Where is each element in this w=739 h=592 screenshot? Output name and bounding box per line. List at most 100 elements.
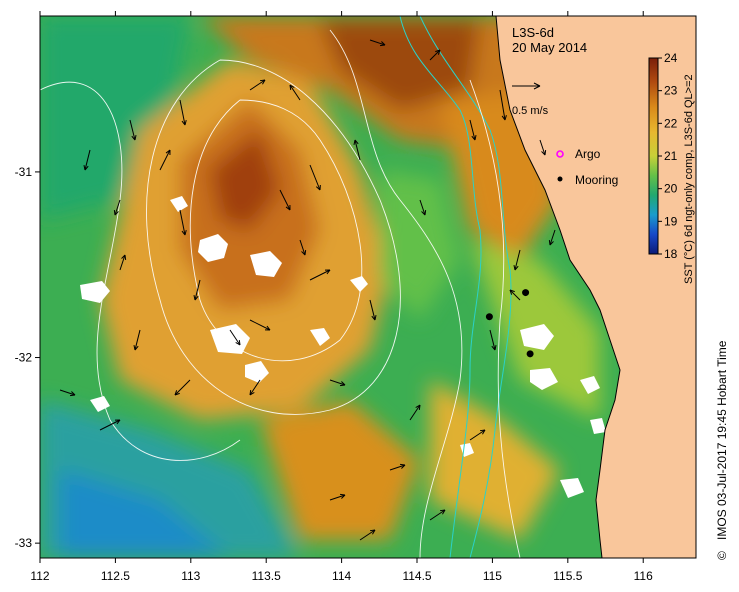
colorbar-tick-label: 19 — [664, 214, 678, 228]
velocity-arrow — [469, 429, 486, 441]
velocity-arrow-head — [435, 49, 441, 55]
velocity-arrow — [409, 404, 421, 421]
velocity-arrow — [499, 89, 506, 121]
velocity-arrow — [309, 164, 321, 191]
product-label: L3S-6d — [512, 25, 554, 40]
velocity-arrow — [99, 419, 121, 431]
y-tick-label: -33 — [15, 536, 33, 550]
velocity-arrow-head — [121, 254, 127, 261]
velocity-arrow-head — [259, 79, 266, 85]
velocity-arrow — [299, 239, 306, 256]
velocity-arrow-head — [235, 339, 241, 346]
velocity-arrow-head — [479, 429, 486, 435]
velocity-arrow — [174, 379, 191, 396]
credit-label: IMOS 03-Jul-2017 19:45 Hobart Time — [715, 340, 729, 540]
velocity-arrow — [369, 39, 386, 46]
velocity-arrow — [549, 229, 556, 246]
velocity-arrow — [249, 319, 271, 331]
velocity-arrow-head — [501, 115, 507, 121]
velocity-arrow — [429, 49, 441, 61]
velocity-arrow — [194, 279, 201, 301]
velocity-arrow — [489, 329, 496, 351]
velocity-arrow — [429, 509, 446, 521]
velocity-arrow — [179, 209, 186, 236]
velocity-arrow-head — [113, 209, 119, 216]
x-tick-label: 114.5 — [402, 569, 431, 583]
mooring-dot-icon — [522, 289, 530, 297]
velocity-arrow-head — [264, 325, 271, 331]
colorbar-title: SST (°C) 6d ngt-only comp, L3S-6d QL>=2 — [683, 74, 695, 284]
velocity-arrow — [59, 389, 76, 396]
velocity-arrow-head — [114, 419, 121, 425]
colorbar-tick-label: 24 — [664, 51, 678, 65]
velocity-arrow-head — [324, 269, 331, 275]
velocity-arrow — [279, 189, 291, 211]
velocity-arrow — [359, 529, 376, 541]
sst-field — [40, 16, 696, 558]
velocity-arrow-head — [131, 135, 137, 141]
velocity-arrow-head — [491, 345, 497, 351]
velocity-arrow — [179, 99, 186, 126]
colorbar-scale — [648, 57, 659, 255]
velocity-arrow-head — [548, 239, 554, 246]
velocity-arrow — [329, 379, 346, 386]
marker-legend: Argo Mooring — [556, 147, 618, 187]
velocity-arrow — [369, 299, 376, 321]
black-dot-icon — [557, 176, 563, 182]
colorbar: 24 23 22 21 20 19 18 SST (°C) 6d ngt-only comp… — [648, 51, 695, 284]
x-tick-label: 113.5 — [252, 569, 281, 583]
velocity-scale: 0.5 m/s — [512, 82, 549, 117]
velocity-arrow — [84, 149, 91, 171]
velocity-arrow-head — [301, 249, 307, 256]
magenta-circle-icon — [556, 150, 564, 158]
x-tick-label: 112.5 — [101, 569, 130, 583]
velocity-arrow-head — [371, 315, 377, 321]
y-axis-ticks: -31 -32 -33 — [15, 165, 40, 550]
plot-frame — [39, 15, 697, 559]
velocity-arrow — [309, 269, 331, 281]
x-tick-label: 115.5 — [553, 569, 582, 583]
bathymetry-contours — [399, 16, 512, 558]
colorbar-tick-label: 22 — [664, 116, 678, 130]
velocity-arrow — [329, 494, 346, 501]
velocity-arrow — [249, 379, 261, 396]
velocity-arrow-head — [83, 165, 89, 171]
velocity-arrow — [119, 254, 126, 271]
velocity-arrow-head — [439, 509, 446, 515]
legend-argo-label: Argo — [575, 147, 601, 161]
velocity-arrow-head — [421, 209, 427, 216]
x-tick-label: 113 — [181, 569, 200, 583]
colorbar-tick-label: 20 — [664, 182, 678, 196]
velocity-arrow — [134, 329, 141, 351]
y-tick-label: -31 — [15, 165, 33, 179]
velocity-arrow — [514, 249, 521, 271]
velocity-arrow — [114, 199, 121, 216]
velocity-arrow-head — [315, 184, 321, 191]
mooring-markers — [485, 289, 534, 358]
x-axis-ticks: 112 112.5 113 113.5 114 114.5 115 115.5 116 — [30, 11, 653, 583]
velocity-arrow-head — [285, 204, 291, 211]
velocity-arrow-head — [399, 463, 406, 469]
mooring-dot-icon — [526, 350, 534, 358]
velocity-arrow — [159, 149, 171, 171]
velocity-arrow-head — [339, 493, 346, 499]
x-tick-label: 114 — [332, 569, 351, 583]
colorbar-tick-label: 21 — [664, 149, 678, 163]
velocity-arrow-head — [249, 389, 255, 396]
colorbar-tick-label: 23 — [664, 84, 678, 98]
velocity-arrow-head — [513, 265, 519, 271]
velocity-arrow — [539, 139, 546, 156]
velocity-arrow — [229, 329, 241, 346]
velocity-arrow-head — [339, 381, 346, 387]
velocity-arrow-head — [509, 289, 515, 295]
velocity-arrow-head — [165, 149, 171, 156]
velocity-arrow — [129, 119, 136, 141]
velocity-arrow — [419, 199, 426, 216]
velocity-arrow-head — [541, 149, 547, 156]
x-tick-label: 115 — [483, 569, 502, 583]
velocity-arrow-head — [181, 120, 187, 126]
copyright-symbol: © — [715, 551, 729, 560]
velocity-arrow — [354, 139, 361, 161]
velocity-arrow-head — [133, 345, 139, 351]
